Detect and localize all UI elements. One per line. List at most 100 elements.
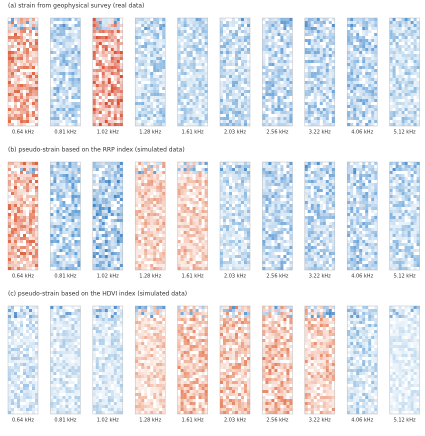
cell [226,240,229,243]
cell [181,225,184,228]
cell [14,75,17,78]
cell [114,42,117,45]
cell [223,249,226,252]
cell [329,54,332,57]
cell [135,36,138,39]
cell [32,222,35,225]
cell [368,48,371,51]
cell [399,108,402,111]
cell [96,60,99,63]
cell [393,30,396,33]
cell [262,171,265,174]
cell [162,189,165,192]
cell [156,195,159,198]
cell [50,219,53,222]
cell [202,33,205,36]
cell [232,216,235,219]
cell [226,114,229,117]
cell [99,36,102,39]
cell [178,258,181,261]
cell [247,51,250,54]
cell [144,207,147,210]
cell [247,198,250,201]
cell [190,258,193,261]
cell [402,120,405,123]
cell [108,69,111,72]
cell [408,21,411,24]
cell [390,39,393,42]
cell [50,87,53,90]
cell [35,267,38,270]
cell [178,195,181,198]
cell [202,120,205,123]
cell [111,252,114,255]
cell [286,162,289,165]
cell [156,267,159,270]
cell [150,102,153,105]
cell [62,78,65,81]
cell [332,84,335,87]
cell [190,240,193,243]
cell [368,84,371,87]
cell [244,198,247,201]
cell [135,39,138,42]
cell [347,39,350,42]
cell [205,234,208,237]
cell [141,60,144,63]
cell [229,234,232,237]
cell [193,66,196,69]
cell [402,114,405,117]
cell [393,123,396,126]
cell [111,63,114,66]
cell [108,240,111,243]
cell [53,177,56,180]
cell [226,96,229,99]
cell [62,258,65,261]
cell [59,186,62,189]
cell [220,174,223,177]
cell [14,258,17,261]
cell [105,18,108,21]
cell [244,261,247,264]
cell [247,237,250,240]
cell [241,111,244,114]
cell [229,48,232,51]
cell [311,123,314,126]
cell [320,117,323,120]
cell [117,66,120,69]
cell [196,102,199,105]
cell [241,249,244,252]
cell [138,195,141,198]
cell [241,252,244,255]
cell [247,216,250,219]
cell [153,183,156,186]
cell [196,225,199,228]
cell [153,249,156,252]
cell [241,72,244,75]
cell [371,21,374,24]
cell [332,111,335,114]
cell [265,66,268,69]
cell [326,123,329,126]
cell [184,198,187,201]
cell [147,162,150,165]
cell [141,33,144,36]
cell [141,69,144,72]
cell [353,93,356,96]
cell [393,87,396,90]
cell [223,51,226,54]
cell [350,51,353,54]
cell [187,240,190,243]
cell [402,54,405,57]
cell [205,51,208,54]
cell [402,87,405,90]
cell [286,36,289,39]
cell [17,93,20,96]
cell [414,87,417,90]
panel-label: 1.02 kHz [97,130,119,136]
cell [196,84,199,87]
cell [178,108,181,111]
cell [8,33,11,36]
cell [117,108,120,111]
cell [141,252,144,255]
